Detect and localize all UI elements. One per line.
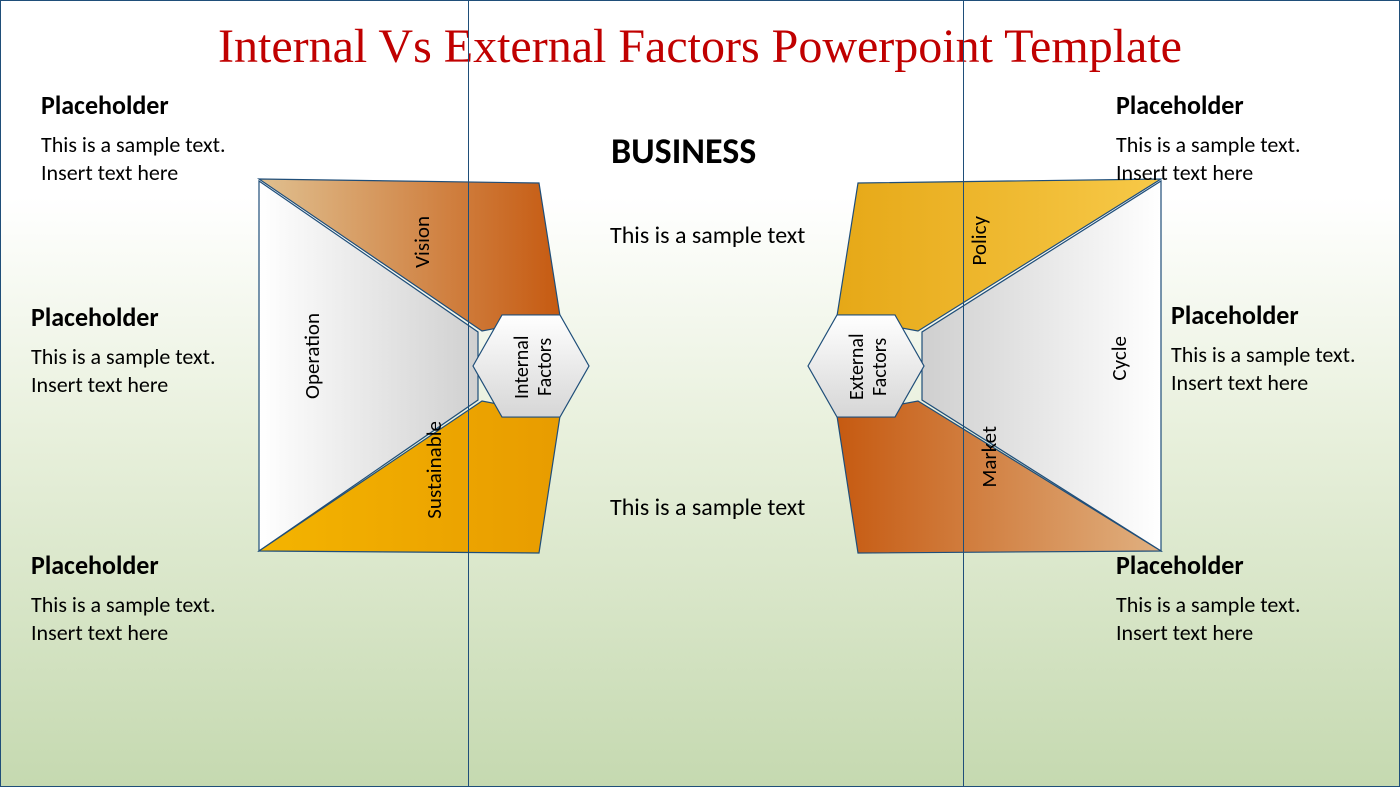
placeholder-body: This is a sample text. Insert text here (1116, 591, 1301, 646)
placeholder-body: This is a sample text. Insert text here (1171, 341, 1356, 396)
placeholder-body: This is a sample text. Insert text here (31, 343, 216, 398)
placeholder-right-0: Placeholder This is a sample text. Insert… (1116, 89, 1301, 186)
slide-frame: Internal Vs External Factors Powerpoint … (0, 0, 1400, 787)
hexagon-label-internal: Internal Factors (511, 322, 557, 412)
hexagon-label-external: External Factors (846, 322, 892, 412)
placeholder-title: Placeholder (1171, 299, 1356, 331)
guide-line-1 (963, 1, 964, 786)
guide-line-0 (468, 1, 469, 786)
placeholder-right-2: Placeholder This is a sample text. Insert… (1116, 549, 1301, 646)
center-note-0: This is a sample text (610, 221, 805, 250)
placeholder-title: Placeholder (1116, 549, 1301, 581)
placeholder-body: This is a sample text. Insert text here (1116, 131, 1301, 186)
placeholder-title: Placeholder (31, 549, 216, 581)
segment-label-vision: Vision (409, 216, 435, 268)
placeholder-left-0: Placeholder This is a sample text. Insert… (41, 89, 226, 186)
placeholder-body: This is a sample text. Insert text here (41, 131, 226, 186)
segment-label-sustainable: Sustainable (421, 421, 447, 519)
placeholder-title: Placeholder (1116, 89, 1301, 121)
segment-label-policy: Policy (966, 216, 992, 266)
segment-label-operation: Operation (299, 313, 325, 399)
placeholder-left-2: Placeholder This is a sample text. Insert… (31, 549, 216, 646)
segment-label-market: Market (976, 426, 1002, 488)
placeholder-title: Placeholder (31, 301, 216, 333)
placeholder-body: This is a sample text. Insert text here (31, 591, 216, 646)
segment-label-cycle: Cycle (1106, 336, 1132, 381)
placeholder-right-1: Placeholder This is a sample text. Insert… (1171, 299, 1356, 396)
placeholder-left-1: Placeholder This is a sample text. Insert… (31, 301, 216, 398)
center-note-1: This is a sample text (610, 493, 805, 522)
placeholder-title: Placeholder (41, 89, 226, 121)
